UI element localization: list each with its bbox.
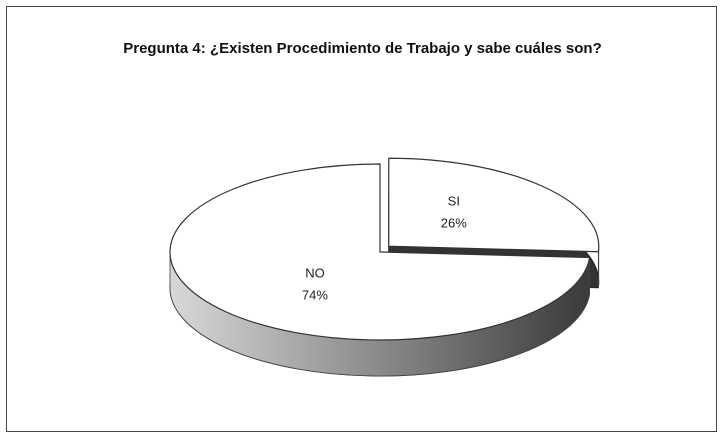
chart-frame: [6, 6, 717, 432]
slice-category-label: NO: [305, 266, 325, 281]
slice-category-label: SI: [448, 194, 460, 209]
slice-value-label: 26%: [441, 216, 467, 231]
chart-title: Pregunta 4: ¿Existen Procedimiento de Tr…: [123, 40, 602, 57]
slice: [388, 157, 600, 253]
slice: [169, 163, 591, 341]
slice-value-label: 74%: [302, 288, 328, 303]
